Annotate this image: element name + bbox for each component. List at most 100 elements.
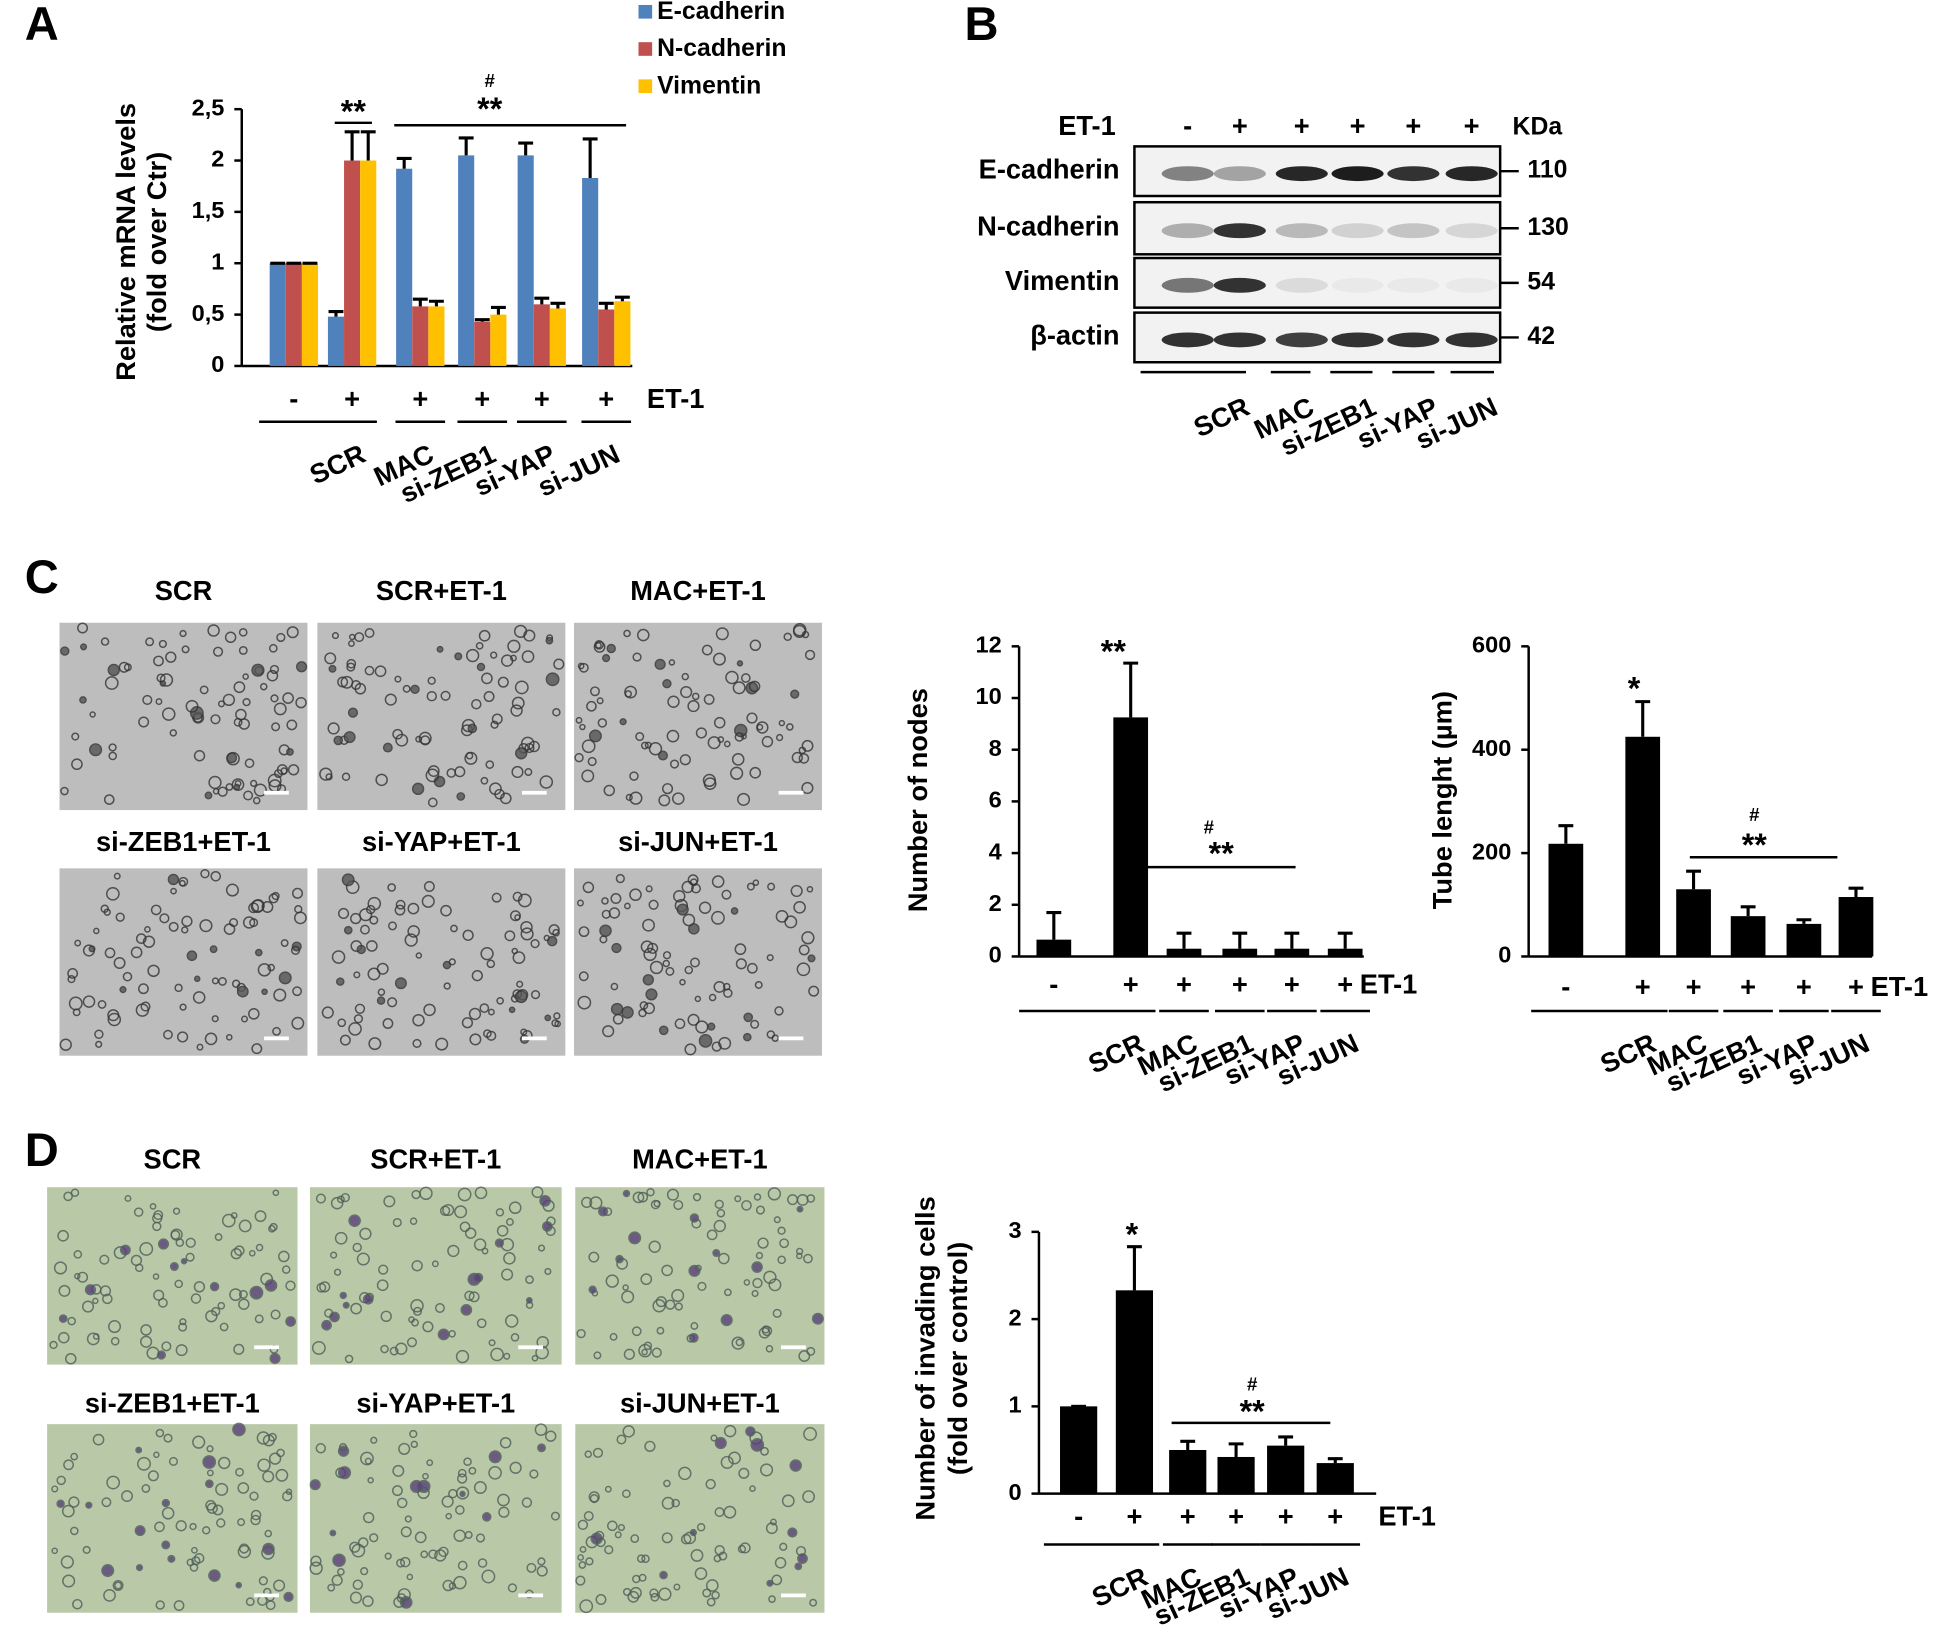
cell xyxy=(473,1481,487,1495)
cell xyxy=(387,883,396,892)
cell xyxy=(520,920,533,934)
cell xyxy=(209,945,218,954)
cell xyxy=(356,1252,370,1266)
cell xyxy=(476,1318,487,1329)
cell xyxy=(511,947,519,955)
cell xyxy=(579,1599,594,1614)
cell xyxy=(153,1451,160,1459)
cell xyxy=(399,1556,411,1568)
cell xyxy=(665,966,675,976)
cell xyxy=(181,645,190,654)
cell xyxy=(622,1425,635,1438)
cell xyxy=(270,694,279,703)
y-tick-label: 6 xyxy=(989,787,1002,813)
micrograph xyxy=(574,622,822,811)
cell xyxy=(766,954,774,962)
cell xyxy=(645,885,653,893)
cell xyxy=(85,1501,93,1509)
cell xyxy=(339,1034,351,1046)
cell xyxy=(217,1301,226,1310)
cell xyxy=(743,1012,754,1023)
cell xyxy=(417,1486,430,1500)
cell xyxy=(168,921,179,932)
legend-swatch xyxy=(638,79,653,94)
micrograph xyxy=(309,1423,562,1613)
cell xyxy=(578,1561,587,1569)
cell xyxy=(273,702,287,716)
x-tick-label: + xyxy=(1278,1501,1294,1532)
cell xyxy=(341,873,355,887)
cell xyxy=(801,739,814,752)
cell xyxy=(577,1554,585,1561)
cell xyxy=(370,1436,378,1444)
cell xyxy=(348,1022,362,1036)
cell xyxy=(343,731,356,744)
cell xyxy=(81,1300,95,1313)
cell xyxy=(713,716,726,729)
cell xyxy=(721,889,732,900)
cell xyxy=(287,764,300,776)
cell xyxy=(610,1002,624,1016)
cell xyxy=(101,1564,115,1578)
cell xyxy=(82,995,96,1008)
cell xyxy=(746,882,755,891)
cell xyxy=(758,1327,771,1339)
cell xyxy=(398,1442,411,1455)
cell xyxy=(200,868,210,879)
cell xyxy=(249,1285,264,1300)
bar xyxy=(582,177,599,366)
cell xyxy=(199,919,213,933)
cell xyxy=(230,1212,238,1219)
cell xyxy=(720,1314,733,1327)
cell xyxy=(481,672,493,685)
cell xyxy=(468,1466,477,1475)
cell xyxy=(254,1314,264,1324)
cell xyxy=(531,1354,539,1362)
cell xyxy=(92,1297,99,1305)
cell xyxy=(135,1564,144,1572)
cell xyxy=(73,1250,83,1259)
cell xyxy=(622,1284,629,1291)
cell xyxy=(161,707,176,721)
cell xyxy=(242,916,256,929)
cell xyxy=(589,1196,603,1210)
cell xyxy=(119,1244,131,1256)
bar xyxy=(1169,1449,1207,1494)
cell xyxy=(520,927,534,941)
cell xyxy=(473,1272,484,1283)
bar xyxy=(428,306,445,366)
cell xyxy=(82,1545,91,1554)
cell xyxy=(688,923,700,935)
cell xyxy=(88,945,96,953)
cell xyxy=(767,1187,782,1201)
cell xyxy=(711,875,725,888)
cell xyxy=(367,1476,374,1484)
cell xyxy=(666,729,680,743)
bar xyxy=(1316,1463,1354,1494)
cell xyxy=(624,902,631,910)
cell xyxy=(511,696,525,710)
cell xyxy=(671,1498,680,1508)
cell xyxy=(803,1427,818,1441)
cell xyxy=(190,1293,202,1304)
bar xyxy=(1217,1456,1255,1494)
cell xyxy=(268,1225,276,1233)
cell xyxy=(442,960,452,970)
cell xyxy=(250,779,258,788)
cell xyxy=(58,1284,71,1297)
cell xyxy=(599,935,608,944)
cell xyxy=(285,1280,296,1291)
cell xyxy=(662,959,671,968)
y-tick-label: 0 xyxy=(1008,1479,1021,1505)
cell xyxy=(690,883,701,894)
cell xyxy=(682,913,696,927)
cell xyxy=(679,754,691,766)
cell xyxy=(652,1299,666,1313)
x-tick-label: + xyxy=(1126,1501,1142,1532)
significance-mark: ** xyxy=(341,94,367,130)
cell xyxy=(282,692,294,704)
cell xyxy=(765,1522,778,1535)
cell xyxy=(60,786,69,796)
cell xyxy=(233,681,246,694)
cell xyxy=(534,1423,548,1437)
